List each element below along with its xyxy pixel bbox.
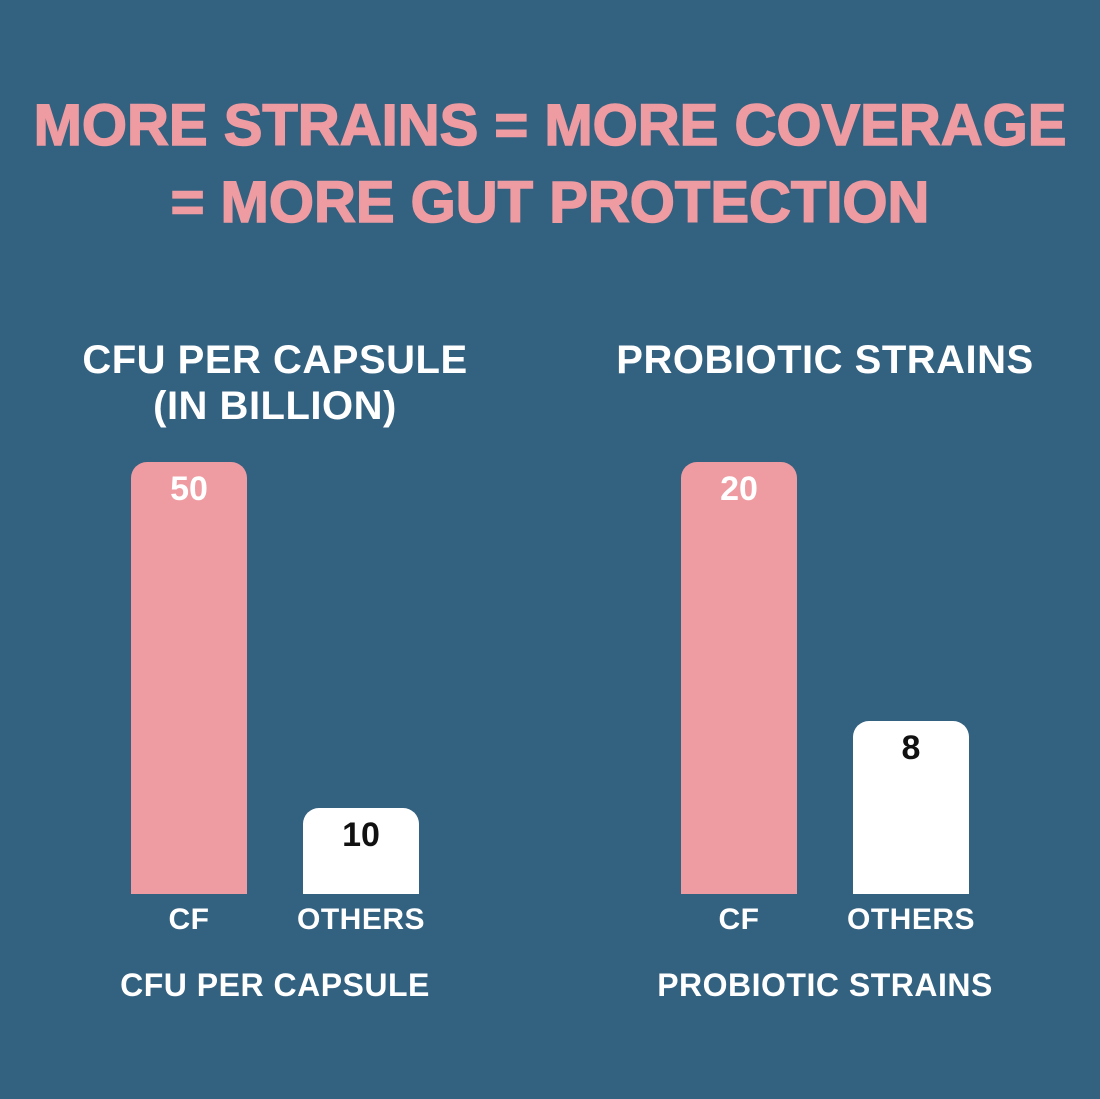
bar-value-label: 8 (901, 729, 921, 768)
bar-category-label: CF (168, 903, 210, 937)
bar-value-label: 10 (342, 816, 380, 855)
bar-group-others: 8 OTHERS (847, 721, 975, 941)
bar-group-others: 10 OTHERS (297, 808, 425, 941)
bar-group-cf: 50 CF (131, 462, 247, 941)
main-title: MORE STRAINS = MORE COVERAGE = MORE GUT … (0, 0, 1100, 241)
chart-caption-strains: PROBIOTIC STRAINS (657, 967, 993, 1004)
bar-cf: 20 (681, 462, 797, 895)
chart-title-strains: PROBIOTIC STRAINS (616, 338, 1034, 383)
bar-value-label: 50 (170, 470, 208, 509)
chart-probiotic-strains: PROBIOTIC STRAINS 20 CF 8 OTHERS PROBIOTIC … (550, 337, 1100, 1004)
chart-caption-cfu: CFU PER CAPSULE (120, 967, 430, 1004)
main-title-line-2: = MORE GUT PROTECTION (170, 169, 930, 235)
bar-value-label: 20 (720, 470, 758, 509)
bar-others: 8 (853, 721, 969, 895)
chart-cfu-per-capsule: CFU PER CAPSULE (IN BILLION) 50 CF 10 OTHER… (0, 337, 550, 1004)
main-title-line-1: MORE STRAINS = MORE COVERAGE (33, 92, 1067, 158)
bar-group-cf: 20 CF (681, 462, 797, 941)
chart-title-cfu: CFU PER CAPSULE (IN BILLION) (82, 338, 468, 429)
bar-category-label: CF (718, 903, 760, 937)
chart-plot-strains: 20 CF 8 OTHERS (681, 461, 975, 941)
bar-others: 10 (303, 808, 419, 895)
bar-category-label: OTHERS (297, 903, 426, 937)
bar-cf: 50 (131, 462, 247, 895)
bar-category-label: OTHERS (847, 903, 976, 937)
charts-row: CFU PER CAPSULE (IN BILLION) 50 CF 10 OTHER… (0, 337, 1100, 1004)
chart-plot-cfu: 50 CF 10 OTHERS (131, 461, 425, 941)
